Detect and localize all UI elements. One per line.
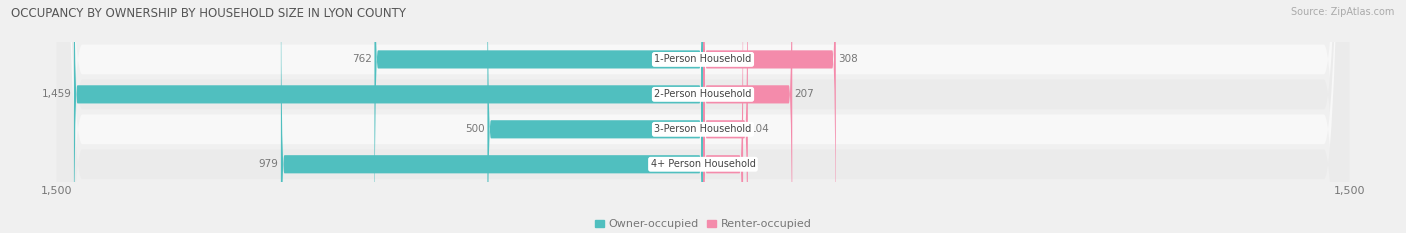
FancyBboxPatch shape: [488, 0, 703, 233]
Text: 979: 979: [259, 159, 278, 169]
FancyBboxPatch shape: [56, 0, 1350, 233]
FancyBboxPatch shape: [703, 0, 792, 233]
Text: 1,459: 1,459: [42, 89, 72, 99]
Text: 762: 762: [353, 55, 373, 64]
FancyBboxPatch shape: [56, 0, 1350, 233]
FancyBboxPatch shape: [374, 0, 703, 233]
Text: 93: 93: [745, 159, 758, 169]
Text: 1-Person Household: 1-Person Household: [654, 55, 752, 64]
Text: 3-Person Household: 3-Person Household: [654, 124, 752, 134]
Text: 500: 500: [465, 124, 485, 134]
Text: 2-Person Household: 2-Person Household: [654, 89, 752, 99]
FancyBboxPatch shape: [75, 0, 703, 233]
FancyBboxPatch shape: [56, 0, 1350, 233]
FancyBboxPatch shape: [281, 0, 703, 233]
Text: 207: 207: [794, 89, 814, 99]
Text: 4+ Person Household: 4+ Person Household: [651, 159, 755, 169]
FancyBboxPatch shape: [703, 0, 748, 233]
Text: OCCUPANCY BY OWNERSHIP BY HOUSEHOLD SIZE IN LYON COUNTY: OCCUPANCY BY OWNERSHIP BY HOUSEHOLD SIZE…: [11, 7, 406, 20]
Text: 104: 104: [749, 124, 769, 134]
FancyBboxPatch shape: [56, 0, 1350, 233]
Text: Source: ZipAtlas.com: Source: ZipAtlas.com: [1291, 7, 1395, 17]
FancyBboxPatch shape: [703, 0, 744, 233]
FancyBboxPatch shape: [703, 0, 835, 233]
Legend: Owner-occupied, Renter-occupied: Owner-occupied, Renter-occupied: [595, 219, 811, 229]
Text: 308: 308: [838, 55, 858, 64]
